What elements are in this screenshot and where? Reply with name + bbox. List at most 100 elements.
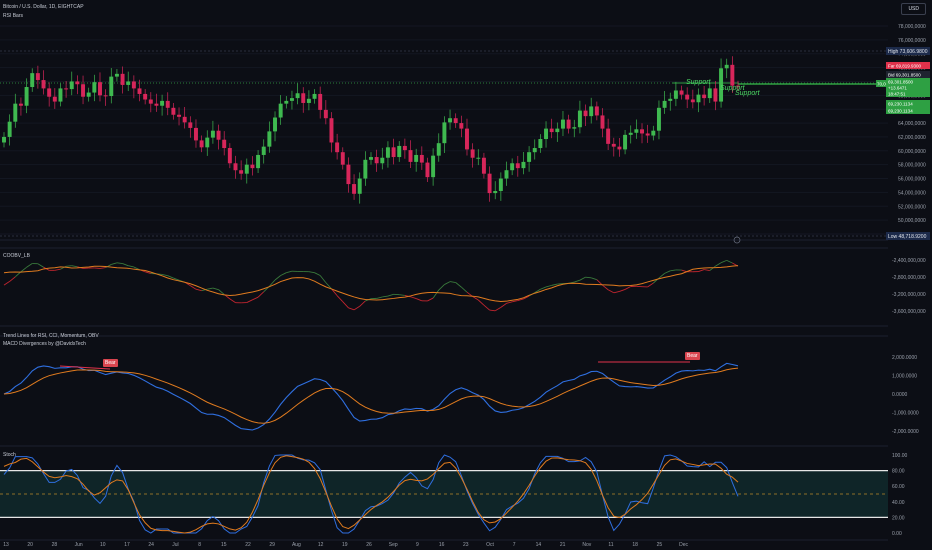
coobv-line-seg: [432, 289, 440, 299]
time-tick-label: 15: [221, 542, 227, 548]
time-tick-label: Nov: [582, 542, 591, 548]
coobv-line-seg: [314, 272, 321, 276]
candle-body: [312, 93, 317, 99]
symbol-title: Bitcoin / U.S. Dollar, 1D, EIGHTCAP: [3, 4, 84, 10]
coobv-line-seg: [66, 265, 72, 267]
candle-body: [120, 73, 125, 85]
coobv-line-seg: [269, 279, 276, 287]
time-tick-label: Jul: [172, 542, 178, 548]
candle-body: [431, 155, 436, 178]
support-label-1: Support: [686, 79, 711, 86]
candle-body: [600, 115, 605, 129]
candle-body: [589, 106, 594, 117]
coobv-line-seg: [133, 266, 140, 271]
candle-body: [397, 145, 402, 158]
candle-body: [24, 87, 29, 106]
coobv-line-seg: [472, 296, 479, 301]
candle-body: [346, 164, 351, 185]
coobv-line-seg: [382, 295, 389, 298]
candle-body: [380, 157, 385, 164]
coobv-line-seg: [229, 298, 236, 304]
candle-body: [628, 132, 633, 135]
candle-body: [504, 170, 509, 179]
candle-body: [606, 128, 611, 144]
coobv-line-seg: [704, 269, 710, 271]
price-tag-value: 69,230.1134: [888, 102, 913, 107]
coobv-line-seg: [252, 296, 259, 301]
coobv-line-seg: [664, 270, 671, 274]
candle-body: [719, 68, 724, 102]
candle-body: [645, 133, 650, 136]
event-marker-icon: [733, 236, 741, 244]
candle-body: [673, 90, 678, 99]
coobv-line-seg: [410, 296, 417, 300]
macd-divergence-line-1: [59, 365, 111, 370]
candle-body: [301, 93, 306, 103]
candle-body: [306, 98, 311, 103]
coobv-line-seg: [331, 288, 338, 296]
coobv-line-seg: [37, 263, 44, 268]
time-tick-label: 23: [463, 542, 469, 548]
coobv-line-seg: [161, 273, 168, 277]
candle-body: [532, 148, 537, 153]
price-tag-bg: [886, 78, 930, 85]
coobv-line-seg: [461, 286, 468, 293]
pane-title-stoch: Stoch: [3, 452, 16, 458]
coobv-signal-line: [3, 265, 739, 303]
candle-body: [724, 64, 729, 69]
level-tag-bg: [876, 80, 890, 87]
coobv-line-seg: [342, 301, 349, 309]
candle-body: [18, 103, 23, 106]
candle-body: [515, 163, 520, 169]
candle-body: [7, 121, 12, 137]
candle-body: [165, 100, 170, 108]
price-tick-label: 60,000,0000: [898, 149, 926, 155]
candle-body: [318, 93, 323, 110]
candle-body: [261, 146, 266, 155]
coobv-line-seg: [602, 284, 609, 291]
coobv-line-seg: [506, 301, 513, 304]
candle-body: [244, 164, 249, 174]
time-tick-label: Dec: [679, 542, 688, 548]
currency-button[interactable]: USD: [901, 3, 926, 15]
candle-body: [436, 143, 441, 156]
stoch-tick-label: 60.00: [892, 484, 905, 490]
candle-body: [256, 154, 261, 169]
coobv-line-seg: [523, 295, 530, 300]
pane-title-trendlines: Trend Lines for RSI, CCI, Momentum, OBV: [3, 333, 99, 339]
coobv-line-seg: [455, 282, 462, 288]
coobv-line-seg: [280, 272, 287, 276]
candle-body: [52, 96, 57, 102]
coobv-line-seg: [218, 289, 225, 295]
coobv-line-seg: [54, 268, 61, 271]
candle-body: [13, 103, 18, 122]
coobv-line-seg: [494, 307, 502, 312]
candle-body: [385, 147, 390, 158]
candle-body: [685, 94, 690, 100]
coobv-line-seg: [545, 284, 552, 288]
candle-body: [470, 149, 475, 158]
candle-body: [199, 140, 204, 148]
candle-body: [233, 163, 238, 171]
coobv-line-seg: [624, 286, 631, 290]
price-tick-label: 56,000,0000: [898, 177, 926, 183]
time-tick-label: 7: [513, 542, 516, 548]
macd-bear-label-2: Bear: [685, 352, 700, 360]
candle-body: [414, 154, 419, 162]
time-tick-label: 19: [342, 542, 348, 548]
low-tag-bg: [886, 232, 930, 240]
coobv-line-seg: [212, 287, 219, 291]
coobv-line-seg: [128, 265, 134, 268]
candle-body: [75, 81, 80, 85]
price-tick-label: 52,000,0000: [898, 204, 926, 210]
coobv-line-seg: [319, 275, 327, 283]
price-tag-value: Bid 69,301.8500: [888, 73, 921, 78]
candle-body: [487, 173, 492, 194]
time-tick-label: Oct: [486, 542, 494, 548]
coobv-line-seg: [715, 262, 722, 267]
time-tick-label: 22: [245, 542, 251, 548]
coobv-line-seg: [477, 299, 485, 306]
rsi-bars-title: RSI Bars: [3, 13, 24, 19]
